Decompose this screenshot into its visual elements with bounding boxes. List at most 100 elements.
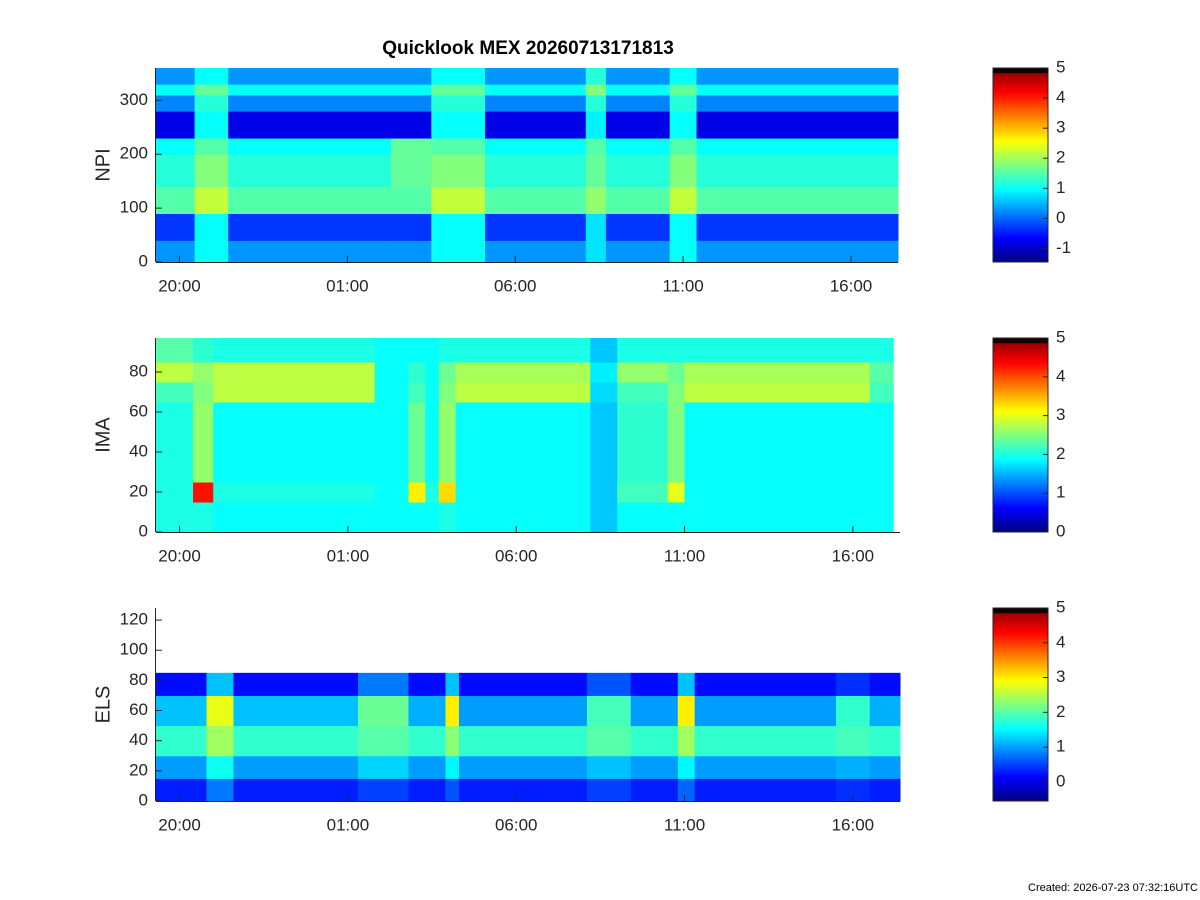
heatmap-cell [869, 672, 901, 696]
colorbar-swatch [993, 661, 1048, 664]
heatmap-cell [869, 338, 894, 363]
heatmap-cell [357, 725, 409, 757]
heatmap-cell [669, 213, 698, 241]
heatmap-cell [194, 111, 229, 139]
y-tick-label: 0 [139, 790, 148, 809]
colorbar-swatch [993, 668, 1048, 672]
y-tick-label: 120 [120, 610, 148, 629]
x-tick-label: 16:00 [832, 815, 875, 834]
y-tick-label: 0 [139, 521, 148, 540]
colorbar-swatch [993, 639, 1048, 643]
heatmap-cell [485, 68, 587, 85]
colorbar-swatch [993, 189, 1048, 193]
colorbar-swatch [993, 432, 1048, 436]
y-tick-label: 60 [129, 401, 148, 420]
heatmap-cell [156, 382, 194, 403]
heatmap-cell [374, 338, 409, 363]
colorbar-swatch [993, 403, 1048, 407]
colorbar-swatch [993, 632, 1048, 635]
colorbar-swatch [993, 442, 1048, 446]
colorbar-swatch [993, 354, 1048, 358]
colorbar-swatch [993, 374, 1048, 378]
x-tick-label: 06:00 [494, 276, 537, 295]
heatmap-cell [836, 778, 871, 802]
colorbar-swatch [993, 714, 1048, 717]
heatmap-cell [228, 213, 392, 241]
colorbar-tick-label: 5 [1056, 597, 1065, 616]
heatmap-cell [228, 154, 392, 188]
heatmap-cell [156, 695, 207, 727]
colorbar-swatch [993, 622, 1048, 626]
heatmap-cell [458, 725, 588, 757]
colorbar-swatch [993, 473, 1048, 477]
colorbar-swatch [993, 699, 1048, 703]
heatmap-cell [228, 138, 392, 155]
colorbar-swatch [993, 481, 1048, 484]
colorbar-swatch [993, 367, 1048, 370]
heatmap-cell [455, 482, 591, 503]
colorbar-swatch [993, 716, 1048, 720]
y-tick-label: 80 [129, 670, 148, 689]
heatmap-cell [485, 94, 587, 112]
colorbar-swatch [993, 240, 1048, 243]
colorbar-swatch [993, 401, 1048, 404]
colorbar-swatch [993, 692, 1048, 696]
colorbar-tick-label: 5 [1056, 327, 1065, 346]
colorbar-swatch [993, 376, 1048, 380]
y-tick-label: 0 [139, 251, 148, 270]
colorbar-tick-label: 2 [1056, 444, 1065, 463]
colorbar-swatch [993, 608, 1048, 611]
heatmap-cell [458, 672, 588, 696]
colorbar-swatch [993, 77, 1048, 81]
heatmap-cell [485, 186, 587, 214]
heatmap-cell [391, 68, 432, 85]
heatmap-cell [228, 94, 392, 112]
heatmap-cell [485, 84, 587, 96]
heatmap-cell [431, 84, 486, 96]
colorbar-swatch [993, 379, 1048, 383]
heatmap-cell [156, 84, 196, 96]
colorbar-tick-label: 4 [1056, 88, 1065, 107]
colorbar-swatch [993, 649, 1048, 652]
heatmap-cell [445, 695, 460, 727]
colorbar-swatch [993, 461, 1048, 465]
colorbar-swatch [993, 529, 1048, 533]
heatmap-cell [696, 154, 899, 188]
colorbar-swatch [993, 624, 1048, 628]
heatmap-cell [431, 94, 486, 112]
colorbar-swatch [993, 476, 1048, 480]
colorbar-swatch [993, 220, 1048, 224]
heatmap-cell [374, 502, 409, 533]
heatmap-cell [485, 111, 587, 139]
heatmap-cell [677, 755, 696, 779]
heatmap-cell [408, 778, 447, 802]
heatmap-cell [458, 695, 588, 727]
heatmap-cell [590, 502, 618, 533]
heatmap-cell [684, 382, 871, 403]
x-tick-label: 11:00 [662, 276, 703, 295]
heatmap-cell [156, 94, 196, 112]
colorbar-swatch [993, 179, 1048, 183]
heatmap-cell [228, 186, 392, 214]
colorbar-swatch [993, 184, 1048, 188]
heatmap-cell [213, 382, 376, 403]
heatmap-cell [669, 68, 698, 85]
colorbar-swatch [993, 755, 1048, 758]
heatmap-cell [667, 482, 686, 503]
heatmap-cell [667, 502, 686, 533]
colorbar-swatch [993, 738, 1048, 742]
heatmap-cell [605, 94, 671, 112]
heatmap-cell [605, 154, 671, 188]
heatmap-cell [696, 111, 899, 139]
heatmap-cell [156, 778, 207, 802]
colorbar-swatch [993, 468, 1048, 472]
colorbar-swatch [993, 759, 1048, 763]
colorbar-tick-label: 0 [1056, 771, 1065, 790]
x-tick-label: 01:00 [326, 276, 369, 295]
heatmap-cell [869, 402, 894, 483]
colorbar-swatch [993, 610, 1048, 614]
colorbar-swatch [993, 636, 1048, 640]
colorbar-swatch [993, 507, 1048, 511]
heatmap-cell [213, 502, 376, 533]
